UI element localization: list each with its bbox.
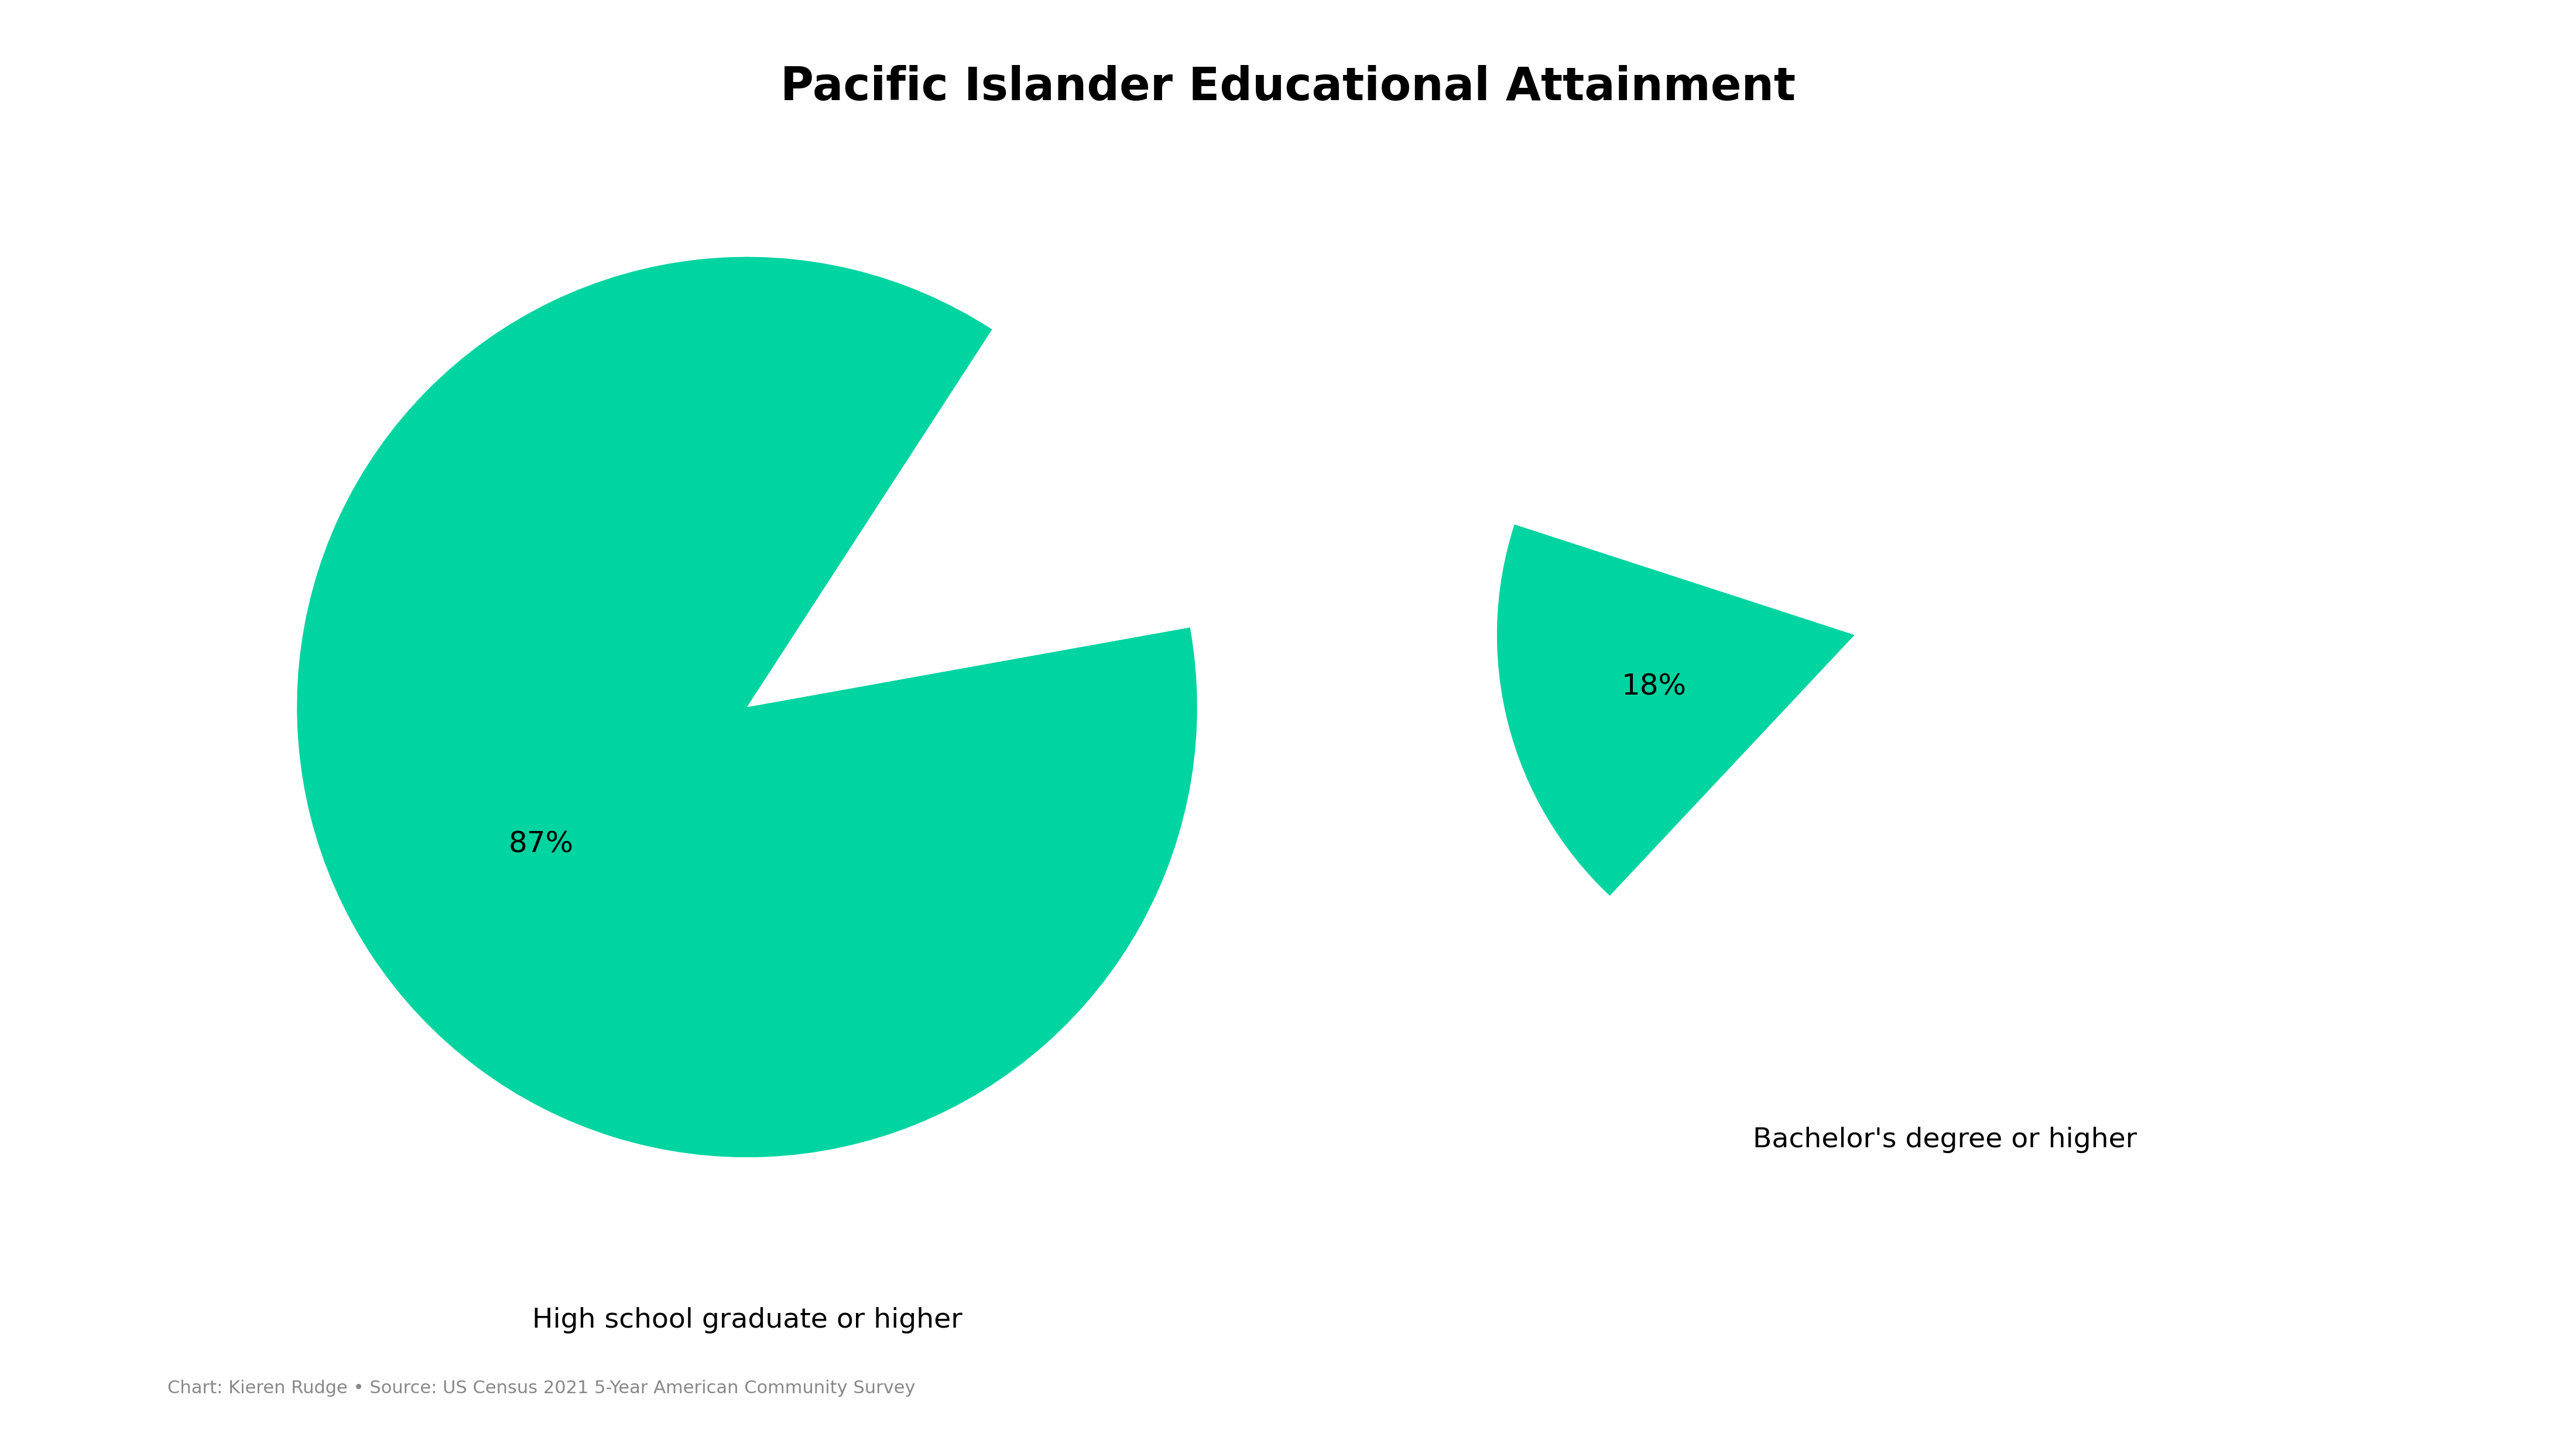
Wedge shape [296, 257, 1198, 1157]
Text: Chart: Kieren Rudge • Source: US Census 2021 5-Year American Community Survey: Chart: Kieren Rudge • Source: US Census … [167, 1380, 914, 1397]
Text: Bachelor's degree or higher: Bachelor's degree or higher [1752, 1127, 2138, 1153]
Wedge shape [1497, 524, 1855, 896]
Text: Pacific Islander Educational Attainment: Pacific Islander Educational Attainment [781, 65, 1795, 110]
Wedge shape [1515, 277, 2213, 993]
Text: 87%: 87% [507, 830, 574, 859]
Text: 18%: 18% [1620, 672, 1687, 701]
Text: High school graduate or higher: High school graduate or higher [533, 1307, 961, 1333]
Wedge shape [747, 329, 1190, 707]
